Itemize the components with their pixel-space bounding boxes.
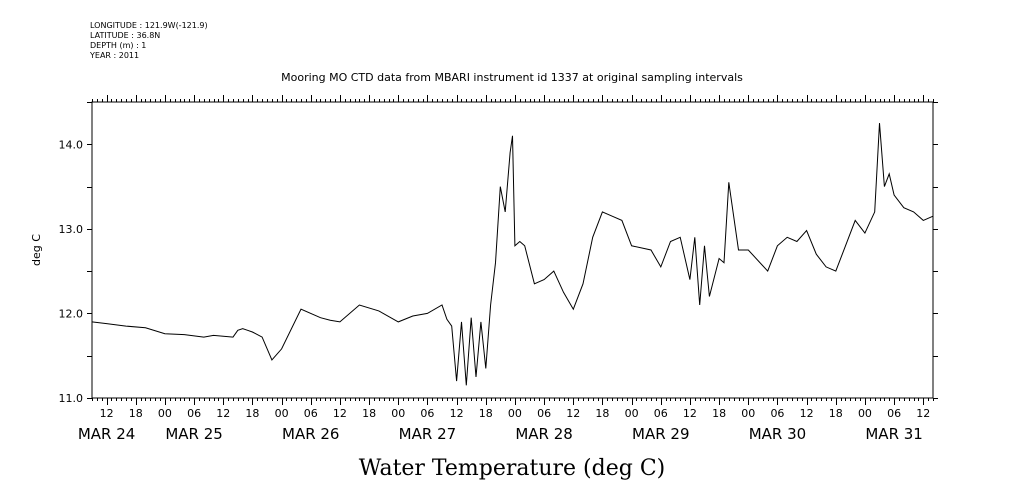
hour-tick-label: 18: [129, 407, 143, 420]
hour-tick-label: 06: [304, 407, 318, 420]
date-label: MAR 26: [282, 425, 339, 443]
hour-tick-label: 00: [508, 407, 522, 420]
plot-frame: [91, 101, 934, 399]
plot-border: [91, 101, 934, 399]
date-label: MAR 24: [78, 425, 135, 443]
hour-tick-label: 00: [625, 407, 639, 420]
hour-tick-label: 00: [275, 407, 289, 420]
hour-tick-label: 12: [100, 407, 114, 420]
chart-title: Mooring MO CTD data from MBARI instrumen…: [281, 71, 743, 84]
hour-tick-label: 12: [216, 407, 230, 420]
date-label: MAR 31: [865, 425, 922, 443]
y-tick-label: 14.0: [59, 138, 84, 151]
y-tick-labels: 11.0 12.0 13.0 14.0: [59, 138, 84, 405]
date-label: MAR 30: [749, 425, 806, 443]
date-label: MAR 28: [515, 425, 572, 443]
hour-tick-label: 00: [391, 407, 405, 420]
hour-tick-label: 18: [712, 407, 726, 420]
hour-tick-label: 00: [858, 407, 872, 420]
hour-tick-label: 06: [654, 407, 668, 420]
hour-tick-label: 06: [537, 407, 551, 420]
hour-tick-label: 18: [829, 407, 843, 420]
station-metadata: LONGITUDE : 121.9W(-121.9) LATITUDE : 36…: [90, 21, 208, 61]
x-axis-label: Water Temperature (deg C): [359, 456, 666, 481]
hour-tick-label: 00: [158, 407, 172, 420]
hour-tick-label: 18: [479, 407, 493, 420]
latitude-label: LATITUDE : 36.8N: [90, 31, 161, 40]
hour-tick-label: 12: [800, 407, 814, 420]
hour-tick-label: 06: [770, 407, 784, 420]
date-label: MAR 27: [399, 425, 456, 443]
axis-ticks: [87, 95, 938, 405]
hour-tick-label: 06: [187, 407, 201, 420]
year-label: YEAR : 2011: [90, 51, 140, 60]
hour-tick-labels: 12 18 00 06 12 18 00 06 12 18 00 06 12 18 00 06 12 18 00 06…: [100, 407, 931, 420]
date-labels: MAR 24 MAR 25 MAR 26 MAR 27 MAR 28 MAR 29 MAR …: [78, 425, 923, 443]
depth-label: DEPTH (m) : 1: [90, 41, 147, 50]
hour-tick-label: 18: [362, 407, 376, 420]
hour-tick-label: 12: [333, 407, 347, 420]
y-axis-label: deg C: [30, 234, 43, 266]
date-label: MAR 25: [165, 425, 222, 443]
y-tick-label: 13.0: [59, 223, 84, 236]
hour-tick-label: 12: [566, 407, 580, 420]
hour-tick-label: 06: [887, 407, 901, 420]
hour-tick-label: 00: [741, 407, 755, 420]
hour-tick-label: 12: [916, 407, 930, 420]
y-tick-label: 12.0: [59, 307, 84, 320]
hour-tick-label: 12: [683, 407, 697, 420]
hour-tick-label: 12: [450, 407, 464, 420]
date-label: MAR 29: [632, 425, 689, 443]
water-temperature-line: [91, 123, 934, 386]
hour-tick-label: 18: [245, 407, 259, 420]
hour-tick-label: 18: [595, 407, 609, 420]
y-tick-label: 11.0: [59, 392, 84, 405]
longitude-label: LONGITUDE : 121.9W(-121.9): [90, 21, 208, 30]
hour-tick-label: 06: [420, 407, 434, 420]
